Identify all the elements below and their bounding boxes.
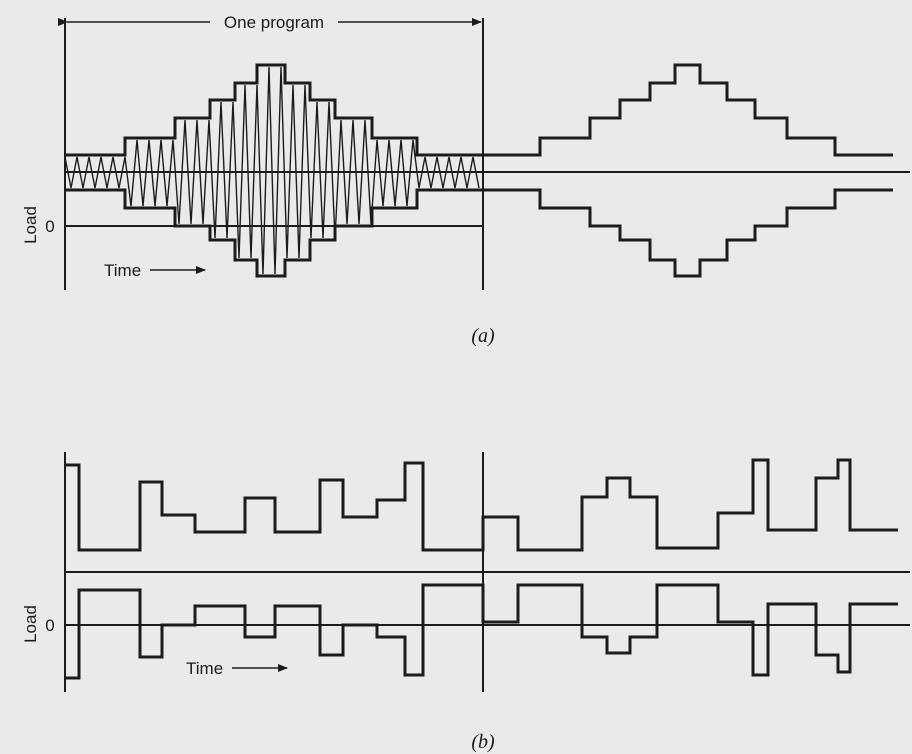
panel-b-caption: (b): [471, 731, 495, 753]
panel-a: One program Load 0 Time (a): [21, 13, 910, 347]
panel-a-load-cycles: [64, 66, 480, 275]
panel-a-time-label: Time: [104, 261, 141, 280]
panel-b-time-label: Time: [186, 659, 223, 678]
panel-b: Load 0 Time (b): [21, 452, 910, 753]
panel-a-y-label: Load: [21, 206, 40, 244]
panel-a-upper-envelope: [65, 63, 483, 157]
panel-b-upper-peaks: [65, 458, 898, 552]
panel-a-lower-envelope-repeat: [483, 188, 893, 278]
program-label: One program: [224, 13, 324, 32]
panel-a-caption: (a): [471, 325, 495, 347]
panel-a-zero-label: 0: [45, 217, 54, 236]
panel-b-zero-label: 0: [45, 616, 54, 635]
panel-b-y-label: Load: [21, 605, 40, 643]
panel-b-lower-troughs: [65, 583, 898, 680]
panel-a-upper-envelope-repeat: [483, 63, 893, 157]
